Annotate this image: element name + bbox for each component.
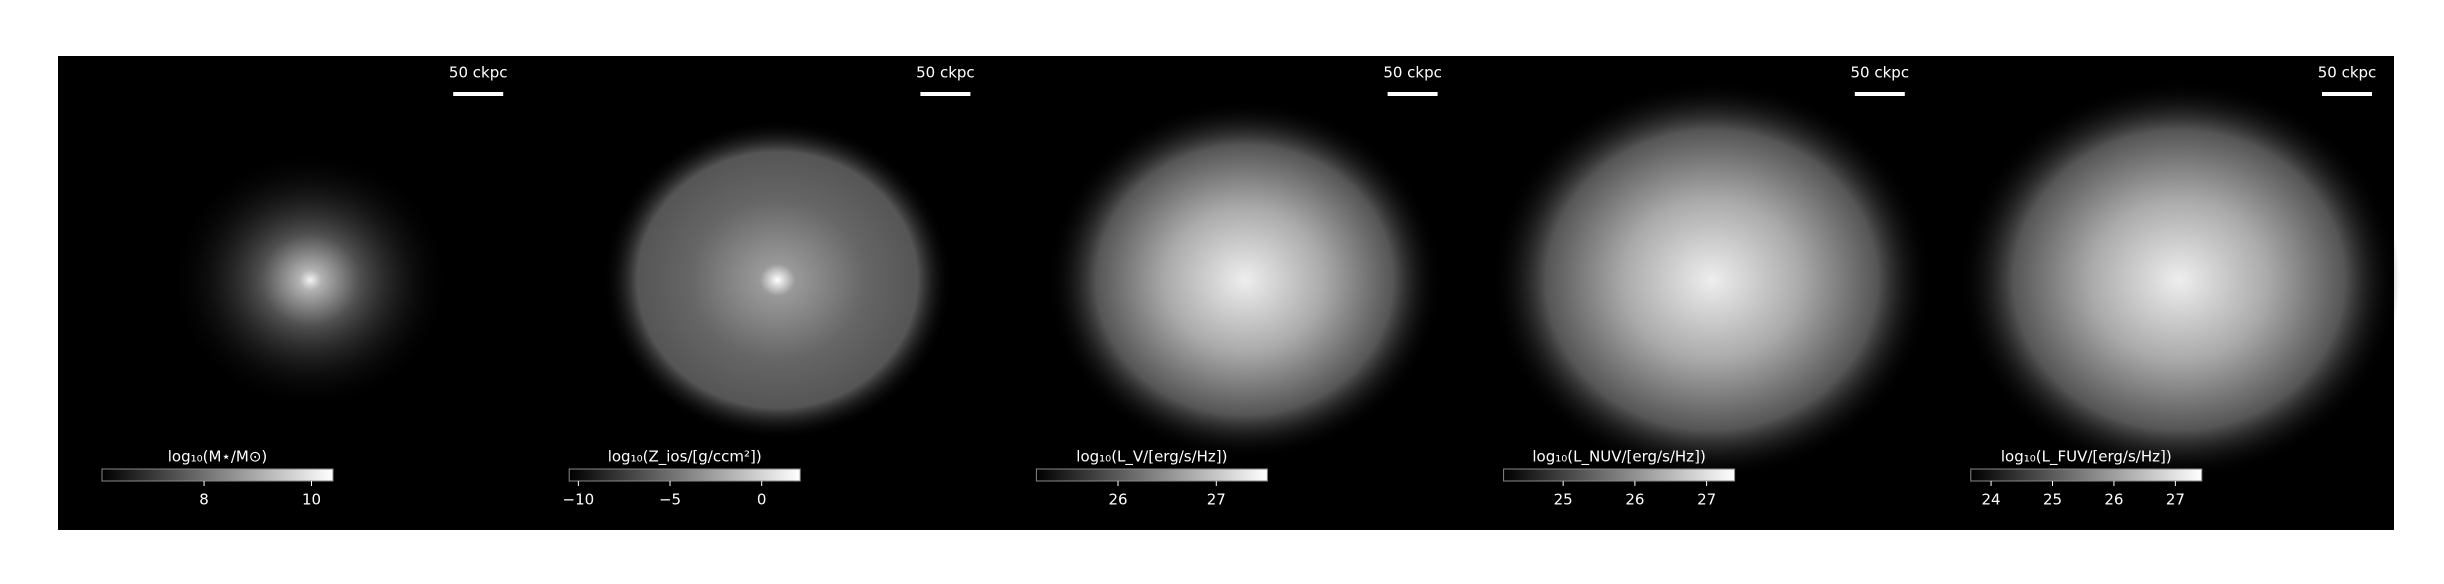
colorbar <box>101 468 334 482</box>
colorbar-tick-label: 26 <box>2104 491 2123 509</box>
colorbar <box>568 468 801 482</box>
galaxy-image <box>169 150 451 410</box>
colorbar <box>1035 468 1268 482</box>
galaxy-image <box>1490 80 1933 480</box>
colorbar-tick-label: 27 <box>1697 491 1716 509</box>
colorbar-tick-label: 10 <box>302 491 321 509</box>
colorbar-label: log₁₀(L_NUV/[erg/s/Hz]) <box>1532 448 1705 467</box>
scale-bar-label: 50 ckpc <box>449 64 508 82</box>
colorbar-tick-label: −5 <box>659 491 681 509</box>
scale-bar <box>1387 92 1438 96</box>
colorbar-label: log₁₀(M⋆/M⊙) <box>168 448 268 466</box>
scale-bar-label: 50 ckpc <box>2318 64 2377 82</box>
colorbar <box>1970 468 2203 482</box>
colorbar-tick-label: 0 <box>757 491 767 509</box>
colorbar-tick-label: 25 <box>2043 491 2062 509</box>
colorbar-tick-label: 26 <box>1625 491 1644 509</box>
colorbar-tick-label: 27 <box>2166 491 2185 509</box>
scale-bar-label: 50 ckpc <box>1383 64 1442 82</box>
scale-bar-label: 50 ckpc <box>916 64 975 82</box>
colorbar-label: log₁₀(L_V/[erg/s/Hz]) <box>1076 448 1227 467</box>
colorbar-tick-label: 25 <box>1554 491 1573 509</box>
galaxy-image <box>1958 80 2401 480</box>
scale-bar <box>1854 92 1905 96</box>
colorbar-tick-label: 26 <box>1108 491 1127 509</box>
colorbar-tick-label: 8 <box>199 491 209 509</box>
galaxy-image <box>1046 100 1443 460</box>
colorbar-tick-label: 24 <box>1982 491 2001 509</box>
colorbar-label: log₁₀(L_FUV/[erg/s/Hz]) <box>2001 448 2172 467</box>
colorbar-tick-label: 27 <box>1207 491 1226 509</box>
scale-bar <box>920 92 971 96</box>
scale-bar-label: 50 ckpc <box>1851 64 1910 82</box>
scale-bar <box>2322 92 2372 96</box>
colorbar-tick-label: −10 <box>563 491 595 509</box>
colorbar-label: log₁₀(Z_ios/[g/ccm²]) <box>608 448 762 467</box>
scale-bar <box>453 92 504 96</box>
colorbar <box>1503 468 1736 482</box>
galaxy-image <box>602 120 953 440</box>
